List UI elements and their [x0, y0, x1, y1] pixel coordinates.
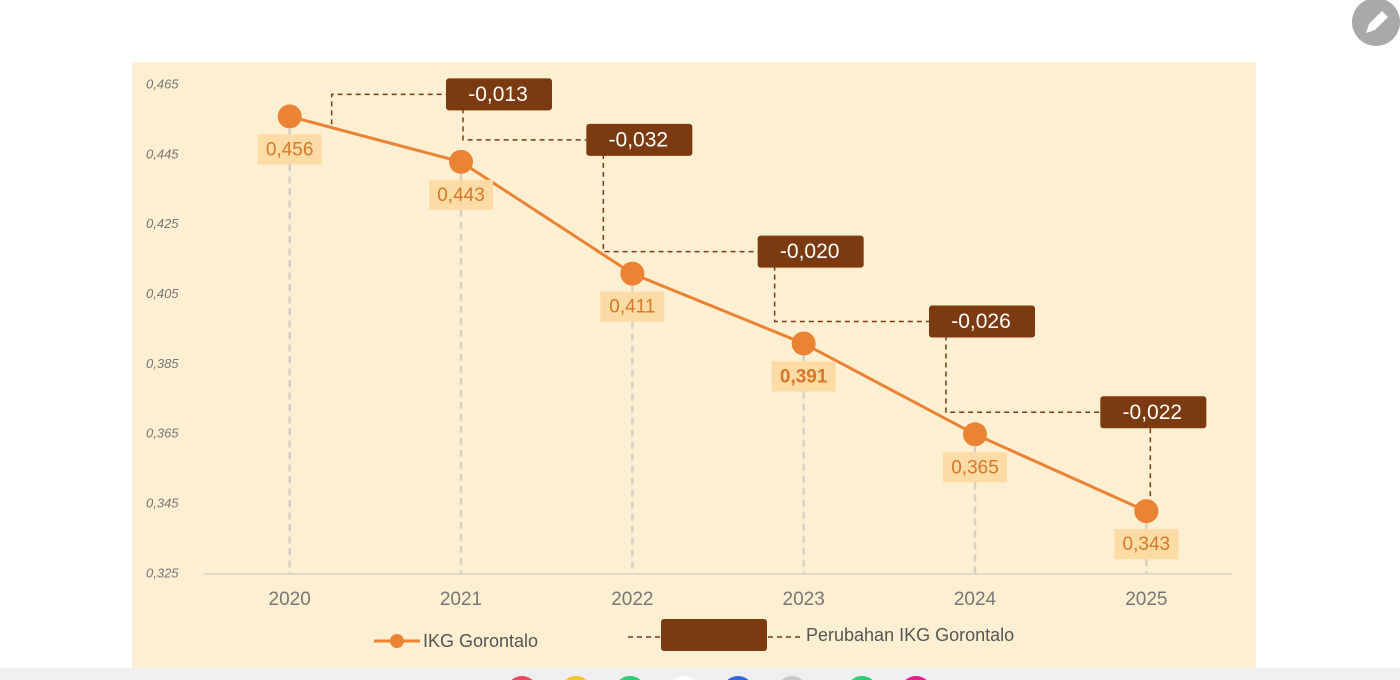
point — [963, 422, 987, 447]
line — [289, 114, 1147, 513]
x-tick-label: 2023 — [783, 589, 825, 610]
value-label-box — [771, 361, 836, 392]
value-label: 0,411 — [609, 297, 655, 318]
change-label-box — [757, 235, 864, 268]
change-label-box — [586, 123, 693, 156]
value-label: 0,391 — [780, 366, 828, 387]
toolbar-dots — [511, 676, 927, 680]
point — [791, 331, 816, 356]
change-connector — [330, 93, 446, 125]
change-label: -0,022 — [1123, 401, 1183, 424]
point — [1134, 499, 1159, 524]
value-label: 0,365 — [951, 457, 999, 478]
y-tick-label: 0,365 — [146, 426, 179, 441]
change-connector — [462, 108, 587, 141]
point — [620, 261, 645, 286]
edit-button[interactable] — [1352, 0, 1400, 46]
change-connector — [945, 335, 1101, 414]
change-label: -0,013 — [468, 83, 528, 106]
legend-box — [661, 619, 767, 651]
value-label-box — [943, 452, 1007, 483]
legend-label: IKG Gorontalo — [423, 631, 538, 651]
x-tick-label: 2021 — [440, 589, 482, 610]
value-label-box — [429, 179, 493, 210]
point — [449, 149, 473, 174]
change-label: -0,020 — [780, 240, 840, 263]
y-tick-label: 0,385 — [146, 356, 179, 371]
bottom-bar — [0, 668, 1400, 680]
legend-label: Perubahan IKG Gorontalo — [806, 625, 1014, 645]
value-label-box — [600, 291, 665, 322]
value-label: 0,343 — [1123, 534, 1171, 555]
change-label: -0,026 — [951, 310, 1011, 333]
y-tick-label: 0,445 — [146, 146, 179, 161]
change-connector — [773, 265, 929, 323]
change-label: -0,032 — [609, 128, 669, 151]
change-label-box — [446, 78, 552, 111]
y-tick-label: 0,405 — [146, 286, 179, 301]
value-label: 0,456 — [266, 139, 314, 160]
y-tick-label: 0,465 — [146, 76, 179, 91]
x-tick-label: 2020 — [269, 589, 311, 610]
value-label-box — [257, 134, 322, 165]
legend-dot — [390, 634, 404, 648]
value-label: 0,443 — [437, 185, 485, 206]
value-label-box — [1114, 529, 1179, 560]
y-tick-label: 0,325 — [146, 565, 179, 580]
x-tick-label: 2025 — [1125, 589, 1167, 610]
change-label-box — [929, 305, 1035, 338]
x-tick-label: 2022 — [611, 589, 653, 610]
point — [277, 104, 302, 129]
change-connector — [602, 153, 758, 253]
y-tick-label: 0,345 — [146, 496, 179, 511]
y-tick-label: 0,425 — [146, 216, 179, 231]
change-label-box — [1100, 396, 1207, 429]
x-tick-label: 2024 — [954, 589, 997, 610]
